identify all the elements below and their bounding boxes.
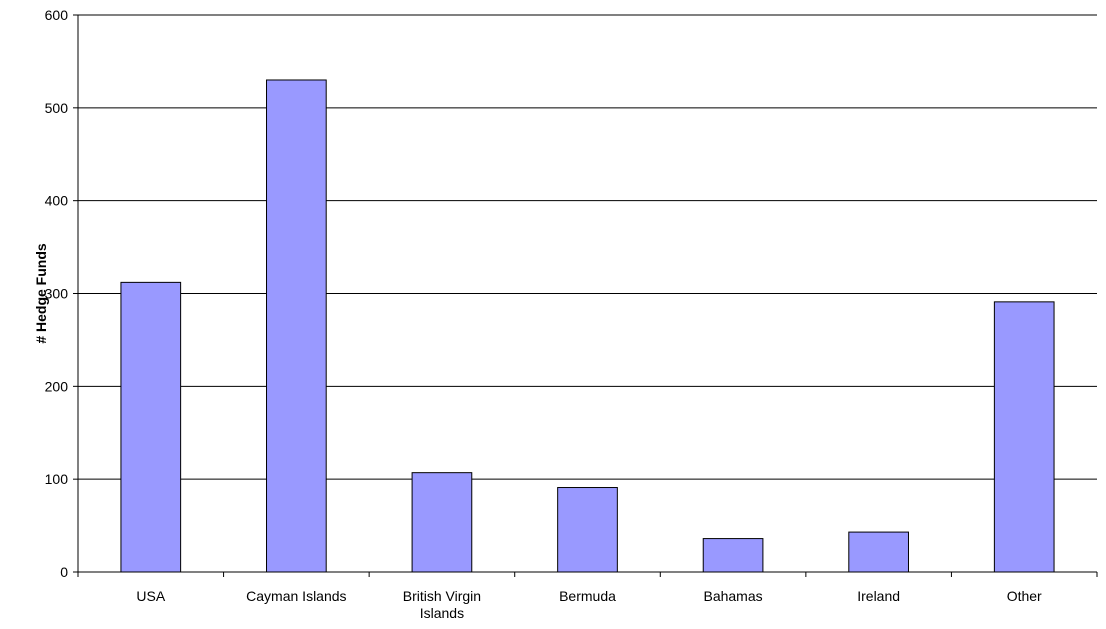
x-tick-label-line: USA	[136, 588, 165, 604]
bar	[702, 538, 764, 573]
x-tick-label-line: Bahamas	[703, 588, 762, 604]
y-tick-label: 0	[60, 564, 68, 580]
x-tick-label-line: British Virgin	[403, 588, 481, 604]
x-tick-label: Ireland	[857, 588, 900, 604]
bar	[993, 301, 1055, 573]
y-axis-title: # Hedge Funds	[33, 243, 49, 344]
x-tick-label: Other	[1007, 588, 1042, 604]
x-tick-label: USA	[136, 588, 165, 604]
y-tick-label: 200	[45, 378, 69, 394]
y-tick-labels: 0 100 200 300 400 500 600	[45, 7, 78, 580]
bar	[266, 79, 327, 573]
x-tick-label-line: Cayman Islands	[246, 588, 346, 604]
y-tick-label: 500	[45, 100, 69, 116]
y-tick-label: 400	[45, 193, 69, 209]
gridlines	[78, 14, 1097, 480]
y-tick-label: 300	[45, 286, 69, 302]
bar	[848, 531, 909, 573]
x-tick-label-line: Other	[1007, 588, 1042, 604]
x-tick-label-line: Ireland	[857, 588, 900, 604]
x-tick-label-line: Bermuda	[559, 588, 616, 604]
x-tick-label: Cayman Islands	[246, 588, 346, 604]
bar	[557, 487, 618, 573]
bars	[120, 79, 1055, 573]
x-tick-label: Bermuda	[559, 588, 616, 604]
bar	[120, 281, 182, 573]
y-tick-label: 100	[45, 471, 69, 487]
bar	[411, 472, 473, 573]
x-tick-label-line: Islands	[420, 605, 464, 621]
y-tick-label: 600	[45, 7, 69, 23]
x-tick-label: Bahamas	[703, 588, 762, 604]
